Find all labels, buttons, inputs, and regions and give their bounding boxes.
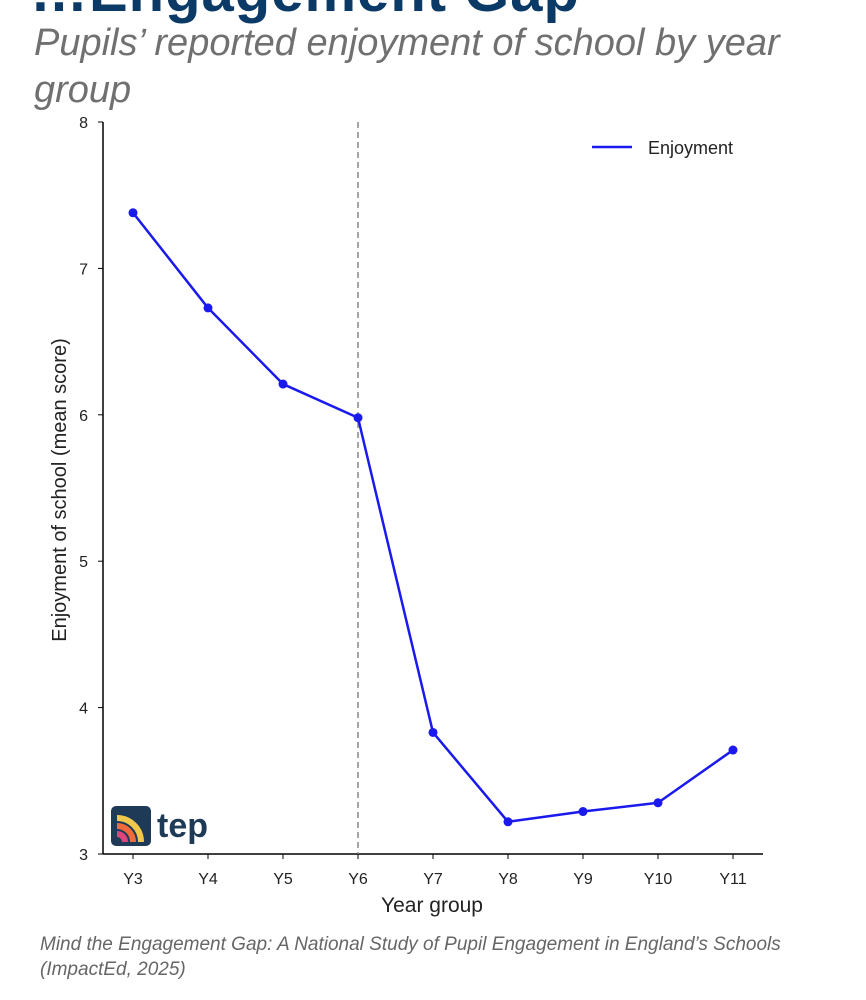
y-tick-label: 6 — [79, 408, 88, 425]
series-group — [128, 208, 738, 827]
logo-mark-icon — [111, 806, 151, 846]
tep-logo: tep — [111, 806, 208, 846]
x-tick-label: Y11 — [719, 871, 746, 888]
source-caption: Mind the Engagement Gap: A National Stud… — [40, 934, 781, 980]
logo-text: tep — [157, 807, 208, 845]
y-tick-label: 7 — [79, 261, 88, 278]
x-tick-label: Y3 — [123, 871, 143, 888]
chart-subtitle: Pupils’ reported enjoyment of school by … — [34, 22, 780, 111]
y-axis-label: Enjoyment of school (mean score) — [49, 338, 71, 641]
data-point — [203, 303, 213, 313]
data-point — [728, 745, 738, 755]
data-point — [503, 817, 513, 827]
y-tick-label: 8 — [79, 115, 88, 132]
x-axis-ticks: Y3 Y4 Y5 Y6 Y7 Y8 Y9 Y10 Y11 — [123, 854, 747, 888]
x-tick-label: Y4 — [198, 871, 218, 888]
legend: Enjoyment — [592, 138, 733, 158]
cut-off-heading: …Engagement Gap — [30, 0, 580, 25]
x-axis-label: Year group — [381, 894, 483, 917]
x-tick-label: Y10 — [644, 871, 673, 888]
y-tick-label: 3 — [79, 847, 88, 864]
data-point — [428, 727, 438, 737]
x-tick-label: Y8 — [498, 871, 518, 888]
y-axis-ticks: 3 4 5 6 7 8 — [79, 115, 103, 864]
x-tick-label: Y7 — [423, 871, 443, 888]
y-tick-label: 5 — [79, 554, 88, 571]
data-point — [578, 807, 588, 817]
data-point — [128, 208, 138, 218]
legend-label: Enjoyment — [648, 138, 733, 158]
data-point — [353, 413, 363, 423]
line-chart: 3 4 5 6 7 8 Y3 Y4 Y5 Y6 Y7 Y8 Y9 Y10 Y11 Enjoyment En… — [49, 115, 763, 917]
x-tick-label: Y6 — [348, 871, 368, 888]
chart-axes — [102, 122, 763, 855]
data-point — [278, 379, 288, 389]
data-point — [653, 798, 663, 808]
y-tick-label: 4 — [79, 701, 88, 718]
x-tick-label: Y9 — [573, 871, 593, 888]
x-tick-label: Y5 — [273, 871, 293, 888]
